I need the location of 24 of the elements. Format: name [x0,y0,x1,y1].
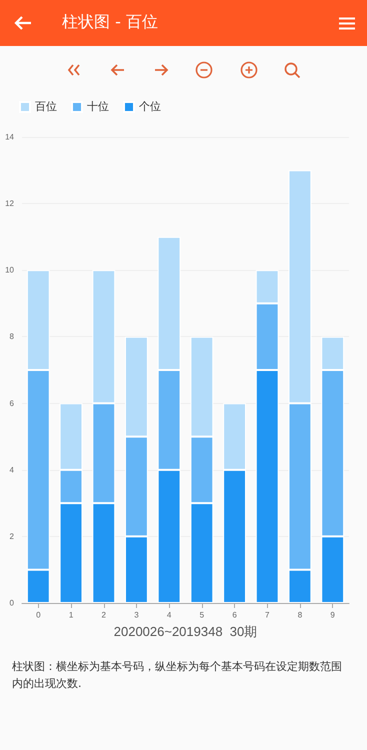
y-tick-label: 12 [5,199,15,208]
x-axis-title: 2020026~2019348 30期 [114,624,258,639]
x-tick-label: 0 [36,610,42,620]
text: 柱状图：横坐标为基本号码，纵坐标为每个基本号码在设定期数范围内的出现次数. [12,659,343,692]
x-tick-label: 1 [68,610,74,620]
y-tick-label: 0 [10,598,15,608]
x-tick-label: 4 [166,610,172,620]
legend-label: 个位 [139,101,161,113]
y-tick-label: 10 [5,266,15,275]
x-tick-label: 9 [330,610,336,620]
chart-title: 柱状图 - 百位 [62,12,158,33]
y-tick-label: 2 [10,532,15,541]
x-tick-label: 8 [298,610,303,620]
x-tick-label: 3 [134,610,140,620]
x-tick-label: 2 [102,610,107,620]
y-tick-label: 8 [10,332,15,342]
legend-label: 十位 [87,100,109,113]
x-tick-label: 6 [232,610,238,620]
x-tick-label: 7 [265,610,270,620]
y-tick-label: 6 [10,398,15,408]
x-tick-label: 5 [200,610,205,620]
y-tick-label: 14 [5,132,15,142]
legend-label: 百位 [35,101,57,113]
y-tick-label: 4 [10,465,15,474]
